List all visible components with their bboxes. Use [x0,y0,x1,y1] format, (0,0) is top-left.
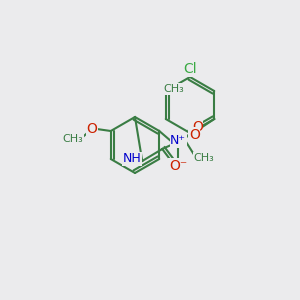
Text: O⁻: O⁻ [169,159,188,173]
Text: O: O [192,120,203,134]
Text: Cl: Cl [183,62,197,76]
Text: CH₃: CH₃ [62,134,83,144]
Text: O: O [175,162,186,176]
Text: N⁺: N⁺ [170,134,186,148]
Text: O: O [86,122,97,136]
Text: CH₃: CH₃ [194,153,214,163]
Text: CH₃: CH₃ [164,84,184,94]
Text: O: O [189,128,200,142]
Text: NH: NH [123,152,142,166]
